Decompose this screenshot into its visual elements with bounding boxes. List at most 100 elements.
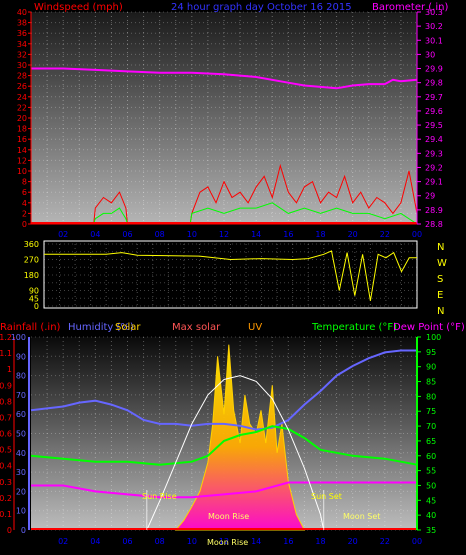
- wind-y-tick: 8: [22, 178, 27, 187]
- wind-y-tick: 36: [17, 29, 27, 38]
- wind-y-tick: 6: [22, 188, 27, 197]
- solar-panel: 0 0.1 0.2 0.3 0.4 0.5 0.6 0.7 0.8 0.9 1 1.1 1.2 0 10 20…: [0, 333, 441, 547]
- rain-y-tick: 1: [7, 365, 12, 374]
- bot-x-tick: 08: [155, 537, 165, 546]
- temp-y-tick: 45: [426, 496, 436, 505]
- wind-y-tick: 24: [17, 93, 27, 102]
- baro-y-tick: 30: [425, 50, 435, 59]
- wind-x-tick: 08: [155, 230, 165, 239]
- humidity-y-tick: 40: [16, 449, 26, 458]
- series-dewpoint: [31, 481, 417, 499]
- rain-y-tick: 0.4: [0, 462, 12, 471]
- solar-series: [30, 344, 418, 531]
- bot-x-tick: 12: [219, 537, 229, 546]
- dir-y-tick: 360: [24, 240, 39, 249]
- bot-x-tick: 02: [58, 537, 68, 546]
- dir-y-tick: 270: [24, 256, 39, 265]
- solar-axes: 0 0.1 0.2 0.3 0.4 0.5 0.6 0.7 0.8 0.9 1 1.1 1.2 0 10 20…: [0, 333, 441, 546]
- wind-y-tick: 0: [22, 220, 27, 229]
- humidity-y-tick: 50: [16, 430, 26, 439]
- rain-y-tick: 0.2: [0, 494, 12, 503]
- rain-y-tick: 0.1: [0, 510, 12, 519]
- temp-y-tick: 55: [426, 467, 436, 476]
- temp-y-tick: 65: [426, 437, 436, 446]
- wind-y-tick: 38: [17, 19, 27, 28]
- wind-x-tick: 22: [380, 230, 390, 239]
- wind-y-tick: 34: [17, 40, 27, 49]
- wind-x-tick: 06: [122, 230, 132, 239]
- rain-y-tick: 0: [7, 526, 12, 535]
- humidity-y-tick: 10: [16, 507, 26, 516]
- baro-y-tick: 29.9: [425, 65, 443, 74]
- temperature-label: Temperature (°F): [311, 322, 397, 333]
- moon-rise-label: Moon Rise: [208, 512, 249, 521]
- compass-n-bottom: N: [437, 306, 444, 317]
- wind-x-tick: 20: [348, 230, 358, 239]
- humidity-y-tick: 80: [16, 372, 26, 381]
- series-max-solar: [146, 375, 325, 531]
- direction-panel-bg: [44, 241, 417, 308]
- baro-y-tick: 29.7: [425, 93, 443, 102]
- series-humidity: [30, 349, 417, 431]
- baro-y-tick: 30.3: [425, 8, 443, 17]
- wind-x-tick: 12: [219, 230, 229, 239]
- wind-x-tick: 04: [90, 230, 100, 239]
- wind-y-tick: 14: [17, 146, 27, 155]
- wind-y-tick: 30: [17, 61, 27, 70]
- wind-y-tick: 32: [17, 50, 27, 59]
- rain-y-tick: 0.9: [0, 381, 12, 390]
- humidity-y-tick: 0: [21, 526, 26, 535]
- humidity-y-tick: 20: [16, 487, 26, 496]
- dir-y-tick: 180: [24, 271, 39, 280]
- bot-x-tick: 16: [283, 537, 293, 546]
- wind-x-tick: 00: [412, 230, 422, 239]
- solar-label: Solar: [115, 322, 141, 333]
- rain-y-tick: 1.2: [0, 333, 12, 342]
- series-barometer: [31, 67, 418, 90]
- bot-x-tick: 14: [251, 537, 261, 546]
- bot-x-tick: 10: [187, 537, 197, 546]
- humidity-y-tick: 90: [16, 352, 26, 361]
- baro-y-tick: 29.3: [425, 149, 443, 158]
- humidity-y-tick: 100: [11, 333, 26, 342]
- humidity-y-tick: 70: [16, 391, 26, 400]
- temp-y-tick: 90: [426, 363, 436, 372]
- temp-y-tick: 60: [426, 452, 436, 461]
- baro-y-tick: 29: [425, 192, 435, 201]
- wind-panel: 024681012141618202224262830323436384028.…: [17, 8, 443, 239]
- baro-y-tick: 29.2: [425, 163, 443, 172]
- rain-y-tick: 0.7: [0, 413, 12, 422]
- temp-y-tick: 40: [426, 511, 436, 520]
- wind-y-tick: 40: [17, 8, 27, 17]
- sun-rise-label: Sun Rise: [142, 492, 177, 501]
- humidity-y-tick: 60: [16, 410, 26, 419]
- humidity-y-tick: 30: [16, 468, 26, 477]
- series-windspeed: [31, 163, 418, 225]
- wind-y-tick: 16: [17, 135, 27, 144]
- rainfall-label: Rainfall (.in): [0, 322, 61, 333]
- rain-y-tick: 0.8: [0, 397, 12, 406]
- wind-x-tick: 02: [58, 230, 68, 239]
- baro-y-tick: 28.9: [425, 206, 443, 215]
- wind-y-tick: 20: [17, 114, 27, 123]
- chart-title: 24 hour graph day October 16 2015: [171, 2, 352, 13]
- wind-x-tick: 18: [315, 230, 325, 239]
- series-solar: [174, 344, 306, 531]
- wind-y-tick: 26: [17, 82, 27, 91]
- temp-y-tick: 85: [426, 378, 436, 387]
- rain-y-tick: 1.1: [0, 349, 12, 358]
- baro-y-tick: 29.8: [425, 79, 443, 88]
- bot-x-tick: 18: [315, 537, 325, 546]
- wind-x-tick: 10: [187, 230, 197, 239]
- wind-y-tick: 28: [17, 72, 27, 81]
- bot-x-tick: 04: [90, 537, 100, 546]
- compass-w: W: [437, 258, 447, 269]
- baro-y-tick: 30.1: [425, 36, 443, 45]
- baro-y-tick: 28.8: [425, 220, 443, 229]
- wind-x-tick: 14: [251, 230, 261, 239]
- series-direction: [44, 250, 417, 301]
- baro-y-tick: 29.5: [425, 121, 443, 130]
- moon-rise-label-2: Moon Rise: [207, 538, 248, 547]
